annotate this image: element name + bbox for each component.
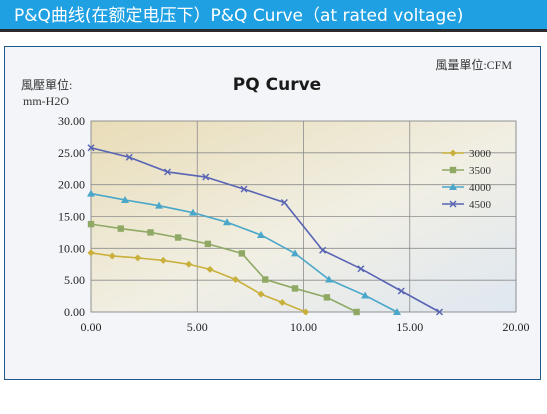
y-tick-label: 5.00 (64, 273, 85, 287)
chart-title: PQ Curve (233, 75, 321, 95)
data-point (280, 198, 288, 206)
pq-curve-chart: PQ Curve 風壓單位: mm-H2O 風量單位:CFM 0.00 5.00 1… (21, 57, 530, 334)
data-point (257, 230, 265, 238)
y-tick-label: 15.00 (58, 210, 85, 224)
data-point (397, 287, 405, 295)
y-tick-label: 0.00 (64, 305, 85, 319)
data-point (204, 240, 212, 248)
data-point (302, 308, 310, 316)
x-tick-label: 0.00 (81, 320, 102, 334)
data-point (164, 168, 171, 176)
data-point (121, 195, 129, 203)
data-point (117, 225, 124, 232)
data-point (206, 265, 214, 273)
series-line-3500 (90, 223, 357, 313)
data-point (155, 201, 163, 209)
data-point (262, 276, 269, 283)
data-point (238, 250, 246, 257)
data-point (436, 308, 443, 316)
legend-label-4000: 4000 (469, 182, 492, 194)
x-tick-label: 10.00 (290, 320, 317, 334)
data-point (325, 275, 333, 283)
data-point (393, 308, 401, 315)
data-point (108, 252, 116, 260)
x-tick-label: 15.00 (396, 320, 423, 334)
x-tick-label: 5.00 (187, 320, 208, 334)
series-line-4000 (90, 192, 398, 313)
data-point (278, 298, 286, 306)
data-point (189, 208, 197, 216)
data-point (232, 276, 239, 284)
data-point (87, 220, 95, 228)
legend-label-3500: 3500 (469, 165, 492, 177)
series-line-4500 (90, 146, 440, 313)
data-point (449, 166, 457, 174)
data-point (449, 183, 457, 190)
data-point (125, 153, 133, 161)
page-title-banner: P&Q曲线(在额定电压下）P&Q Curve（at rated voltage) (0, 0, 547, 32)
data-point (134, 254, 142, 262)
data-point (202, 173, 210, 181)
y-tick-label: 25.00 (58, 146, 85, 160)
data-point (185, 260, 193, 268)
data-point (240, 185, 248, 193)
chart-panel: PQ Curve 風壓單位: mm-H2O 風量單位:CFM 0.00 5.00 1… (4, 46, 541, 380)
series-line-3000 (90, 251, 306, 313)
legend-label-4500: 4500 (469, 199, 492, 211)
data-point (159, 256, 167, 264)
data-point (87, 249, 95, 257)
data-point (449, 200, 457, 208)
y-axis-unit-label-2: mm-H2O (23, 94, 69, 108)
data-point (361, 291, 370, 299)
y-tick-label: 30.00 (58, 114, 85, 128)
x-axis-unit-label: 風量單位:CFM (435, 57, 512, 72)
legend-label-3000: 3000 (469, 148, 492, 160)
data-point (87, 189, 95, 197)
x-tick-label: 20.00 (503, 320, 530, 334)
y-axis-unit-label: 風壓單位: (21, 77, 72, 92)
data-point (147, 229, 154, 236)
data-point (291, 249, 299, 257)
data-point (291, 285, 299, 292)
data-point (323, 294, 331, 301)
data-point (353, 308, 360, 316)
data-point (87, 144, 95, 152)
data-point (174, 234, 182, 241)
data-point (257, 290, 265, 298)
y-tick-label: 10.00 (58, 241, 85, 255)
data-point (449, 149, 457, 157)
data-point (319, 246, 327, 254)
data-point (223, 218, 231, 226)
data-point (357, 265, 365, 273)
legend: 3000 3500 4000 4500 (442, 148, 492, 211)
y-tick-label: 20.00 (58, 178, 85, 192)
